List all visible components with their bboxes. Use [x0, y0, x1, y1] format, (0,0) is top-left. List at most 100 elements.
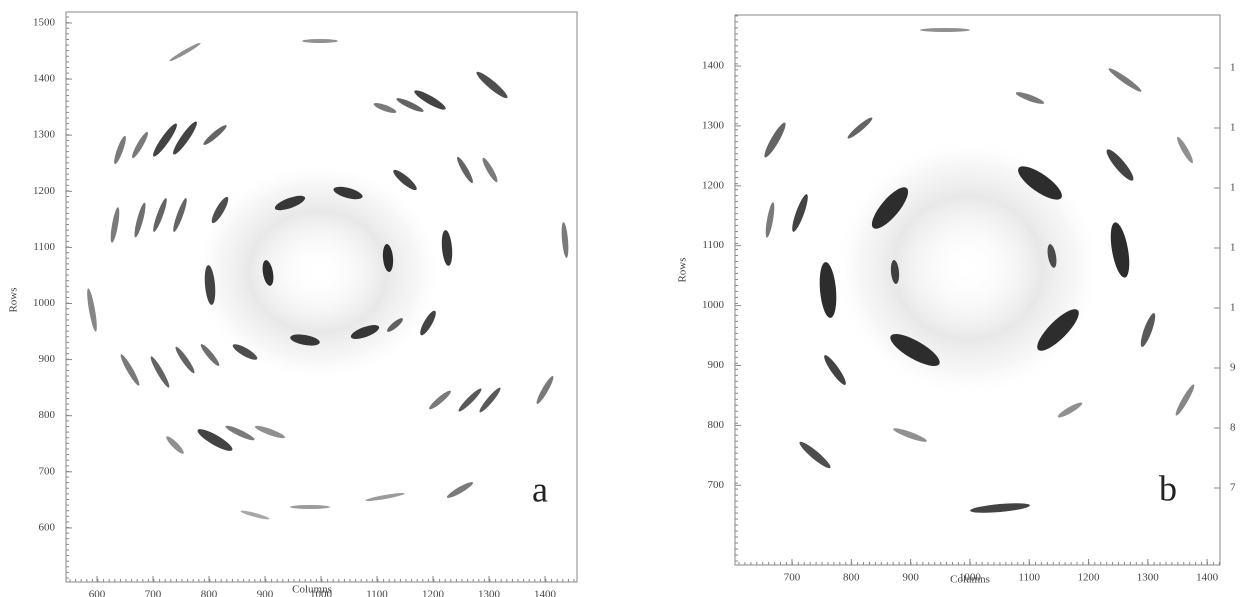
- y-tick-label: 700: [39, 465, 56, 477]
- y-tick-label: 1000: [33, 297, 56, 309]
- y-axis-label: Rows: [8, 287, 20, 312]
- diffraction-spot: [225, 425, 255, 441]
- diffraction-spot: [1015, 92, 1045, 104]
- diffraction-spot: [890, 333, 940, 367]
- diffuse-scatter: [833, 138, 1103, 398]
- diffraction-spot: [153, 123, 177, 157]
- x-tick-label: 1000: [959, 572, 982, 584]
- diffraction-spot: [893, 428, 927, 442]
- y-tick-label: 1300: [702, 119, 725, 131]
- diffraction-spot: [458, 388, 482, 412]
- diffraction-spot: [799, 441, 831, 469]
- diffraction-spot: [792, 194, 808, 232]
- y-tick-label: 1100: [702, 239, 724, 251]
- diffraction-spot: [290, 505, 330, 509]
- x-tick-label: 700: [145, 589, 162, 597]
- x-axis-label: Columns: [292, 584, 332, 596]
- diffraction-spot: [396, 98, 424, 112]
- diffraction-spot: [153, 198, 167, 232]
- diffraction-spot: [1057, 402, 1083, 418]
- diffraction-spot: [262, 260, 274, 286]
- diffraction-spot: [132, 131, 148, 159]
- diffraction-spot: [1018, 166, 1062, 200]
- x-tick-label: 1300: [478, 589, 501, 597]
- y-tick-label: 1200: [33, 185, 56, 197]
- diffraction-spot: [175, 346, 195, 374]
- y-tick-label: 800: [708, 419, 725, 431]
- diffraction-spot: [765, 202, 775, 238]
- diffraction-spot: [254, 425, 286, 439]
- y-tick-label: 1100: [33, 241, 55, 253]
- diffraction-spot: [302, 39, 338, 43]
- diffraction-spot: [1047, 244, 1057, 268]
- diffraction-spot: [847, 117, 873, 139]
- y-tick-label: 1400: [702, 60, 725, 72]
- diffraction-spot: [200, 344, 220, 366]
- diffraction-spot: [1037, 309, 1079, 351]
- x-tick-label: 1200: [1078, 572, 1101, 584]
- diffraction-spot: [204, 265, 216, 305]
- y-tick-label: 1300: [33, 129, 56, 141]
- diffuse-scatter: [193, 162, 443, 382]
- diffraction-spot: [457, 156, 473, 184]
- x-tick-label: 1300: [1137, 572, 1160, 584]
- x-tick-label: 1400: [1196, 572, 1219, 584]
- x-tick-label: 1000: [310, 589, 333, 597]
- x-tick-label: 1200: [422, 589, 445, 597]
- panel-letter: a: [532, 469, 548, 509]
- diffraction-spot: [420, 310, 436, 336]
- diffraction-spot: [110, 207, 120, 243]
- y-tick-label: 900: [39, 353, 56, 365]
- diffraction-spot: [240, 510, 270, 520]
- diffraction-spot: [387, 318, 403, 332]
- diffraction-spot: [393, 169, 417, 191]
- diffraction-spot: [446, 482, 474, 498]
- y-tick-label: 600: [39, 521, 56, 533]
- diffraction-spot: [382, 244, 394, 272]
- diffraction-spot: [232, 344, 258, 360]
- y-tick-label: 700: [708, 479, 725, 491]
- plot-frame: [734, 14, 1221, 566]
- y-tick-label: 1000: [702, 299, 725, 311]
- diffraction-spot: [166, 436, 184, 454]
- y-tick-label: 1400: [33, 73, 56, 85]
- x-axis-label: Columns: [950, 574, 990, 586]
- right-tick-label: 7: [1230, 482, 1236, 494]
- diffraction-spot: [1110, 222, 1130, 278]
- panel-letter: b: [1159, 468, 1177, 508]
- right-tick-label: 1: [1230, 302, 1236, 314]
- x-tick-label: 800: [201, 589, 218, 597]
- diffraction-spot: [365, 493, 405, 501]
- y-tick-label: 1500: [33, 17, 56, 29]
- diffraction-spot: [482, 157, 498, 183]
- diffraction-spot: [429, 390, 451, 410]
- x-tick-label: 600: [89, 589, 106, 597]
- y-tick-label: 1200: [702, 179, 725, 191]
- x-tick-label: 1100: [366, 589, 388, 597]
- right-tick-label: 1: [1230, 182, 1236, 194]
- diffraction-spot: [414, 90, 446, 110]
- diffraction-spot: [764, 122, 786, 158]
- right-tick-label: 9: [1230, 362, 1236, 374]
- diffraction-spot: [197, 429, 233, 451]
- diffraction-spot: [1108, 68, 1142, 92]
- diffraction-spot: [970, 503, 1030, 513]
- diffraction-spot: [290, 334, 320, 346]
- diffraction-spot: [203, 125, 227, 145]
- diffraction-spot: [1140, 313, 1156, 347]
- diffraction-spot: [173, 121, 197, 155]
- diffraction-spot: [890, 260, 900, 284]
- diffraction-spot: [1106, 149, 1134, 181]
- diffraction-spot: [819, 262, 837, 318]
- x-tick-label: 700: [784, 572, 801, 584]
- diffraction-spot: [120, 354, 140, 386]
- diffraction-spot: [350, 325, 380, 339]
- right-tick-label: 1: [1230, 242, 1236, 254]
- y-tick-label: 900: [708, 359, 725, 371]
- diffraction-spot: [536, 376, 554, 404]
- x-tick-label: 1400: [534, 589, 557, 597]
- right-tick-label: 1: [1230, 62, 1236, 74]
- x-tick-label: 900: [902, 572, 919, 584]
- diffraction-spot: [134, 202, 146, 238]
- x-tick-label: 1100: [1018, 572, 1040, 584]
